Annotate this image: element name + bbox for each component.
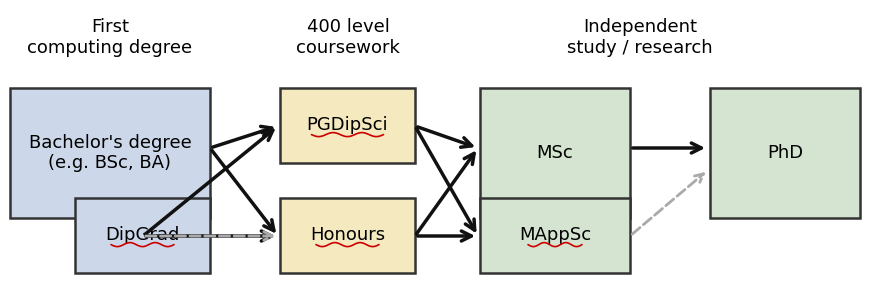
Bar: [280, 198, 415, 273]
Text: MAppSc: MAppSc: [519, 227, 591, 245]
Bar: [480, 198, 630, 273]
Bar: [10, 88, 210, 218]
Bar: [280, 88, 415, 163]
Bar: [480, 88, 630, 218]
Text: Bachelor's degree
(e.g. BSc, BA): Bachelor's degree (e.g. BSc, BA): [28, 134, 191, 172]
Text: DipGrad: DipGrad: [105, 227, 180, 245]
Bar: [75, 198, 210, 273]
Text: Honours: Honours: [310, 227, 385, 245]
Bar: [710, 88, 860, 218]
Text: 400 level
coursework: 400 level coursework: [296, 18, 400, 57]
Text: MSc: MSc: [536, 144, 573, 162]
Text: PGDipSci: PGDipSci: [307, 117, 388, 135]
Text: PhD: PhD: [767, 144, 804, 162]
Text: First
computing degree: First computing degree: [27, 18, 192, 57]
Text: Independent
study / research: Independent study / research: [567, 18, 713, 57]
